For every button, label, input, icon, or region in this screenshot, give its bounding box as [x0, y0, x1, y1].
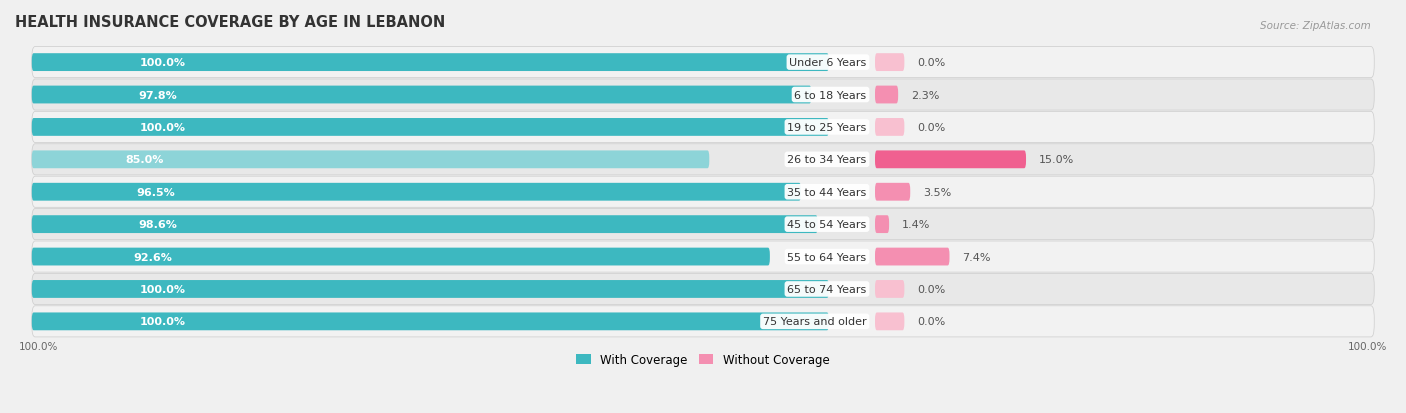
Text: 19 to 25 Years: 19 to 25 Years	[787, 123, 866, 133]
FancyBboxPatch shape	[875, 216, 889, 233]
Text: 15.0%: 15.0%	[1039, 155, 1074, 165]
Text: 85.0%: 85.0%	[125, 155, 165, 165]
FancyBboxPatch shape	[32, 274, 1374, 305]
Text: 98.6%: 98.6%	[139, 220, 177, 230]
Text: Source: ZipAtlas.com: Source: ZipAtlas.com	[1260, 21, 1371, 31]
Text: 100.0%: 100.0%	[141, 123, 186, 133]
FancyBboxPatch shape	[32, 119, 830, 137]
Text: 7.4%: 7.4%	[962, 252, 991, 262]
Text: 100.0%: 100.0%	[141, 284, 186, 294]
FancyBboxPatch shape	[32, 177, 1374, 208]
FancyBboxPatch shape	[32, 80, 1374, 111]
FancyBboxPatch shape	[875, 248, 949, 266]
Text: 26 to 34 Years: 26 to 34 Years	[787, 155, 866, 165]
Text: 0.0%: 0.0%	[917, 58, 945, 68]
Text: 3.5%: 3.5%	[922, 187, 950, 197]
Text: HEALTH INSURANCE COVERAGE BY AGE IN LEBANON: HEALTH INSURANCE COVERAGE BY AGE IN LEBA…	[15, 15, 446, 30]
FancyBboxPatch shape	[875, 151, 1026, 169]
FancyBboxPatch shape	[875, 183, 910, 201]
Text: 92.6%: 92.6%	[134, 252, 172, 262]
Text: 0.0%: 0.0%	[917, 123, 945, 133]
Text: 1.4%: 1.4%	[901, 220, 929, 230]
FancyBboxPatch shape	[875, 54, 904, 72]
FancyBboxPatch shape	[32, 112, 1374, 143]
FancyBboxPatch shape	[32, 216, 818, 233]
FancyBboxPatch shape	[32, 209, 1374, 240]
FancyBboxPatch shape	[32, 280, 830, 298]
Text: 97.8%: 97.8%	[138, 90, 177, 100]
FancyBboxPatch shape	[32, 183, 801, 201]
FancyBboxPatch shape	[32, 145, 1374, 176]
Text: 2.3%: 2.3%	[911, 90, 939, 100]
Text: 0.0%: 0.0%	[917, 284, 945, 294]
Text: Under 6 Years: Under 6 Years	[789, 58, 866, 68]
Text: 75 Years and older: 75 Years and older	[763, 317, 866, 327]
Text: 100.0%: 100.0%	[1347, 341, 1386, 351]
Text: 0.0%: 0.0%	[917, 317, 945, 327]
FancyBboxPatch shape	[32, 151, 709, 169]
Text: 45 to 54 Years: 45 to 54 Years	[787, 220, 866, 230]
FancyBboxPatch shape	[875, 313, 904, 330]
FancyBboxPatch shape	[32, 313, 830, 330]
FancyBboxPatch shape	[32, 86, 811, 104]
Text: 55 to 64 Years: 55 to 64 Years	[787, 252, 866, 262]
Text: 65 to 74 Years: 65 to 74 Years	[787, 284, 866, 294]
FancyBboxPatch shape	[32, 306, 1374, 337]
Text: 6 to 18 Years: 6 to 18 Years	[794, 90, 866, 100]
FancyBboxPatch shape	[32, 248, 770, 266]
Text: 35 to 44 Years: 35 to 44 Years	[787, 187, 866, 197]
FancyBboxPatch shape	[875, 86, 898, 104]
FancyBboxPatch shape	[875, 280, 904, 298]
Text: 100.0%: 100.0%	[141, 58, 186, 68]
Text: 100.0%: 100.0%	[20, 341, 59, 351]
Text: 96.5%: 96.5%	[136, 187, 176, 197]
Text: 100.0%: 100.0%	[141, 317, 186, 327]
FancyBboxPatch shape	[32, 242, 1374, 273]
FancyBboxPatch shape	[875, 119, 904, 137]
Legend: With Coverage, Without Coverage: With Coverage, Without Coverage	[572, 349, 834, 371]
FancyBboxPatch shape	[32, 54, 830, 72]
FancyBboxPatch shape	[32, 47, 1374, 78]
